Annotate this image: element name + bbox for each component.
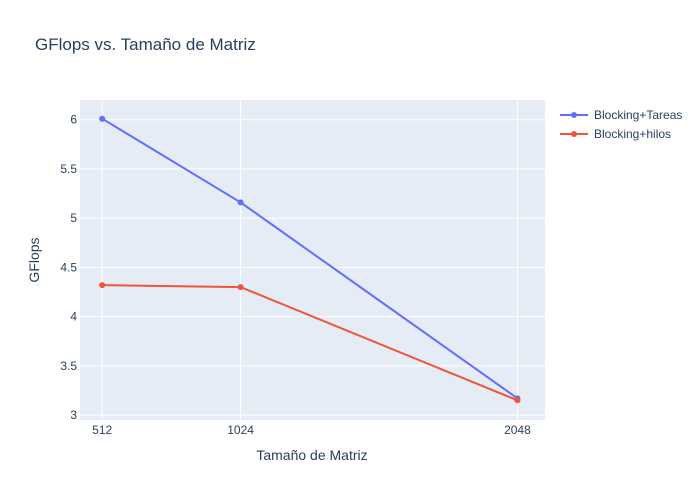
x-axis-title: Tamaño de Matriz [256,447,367,463]
data-point[interactable] [237,199,244,206]
y-tick-label: 5.5 [60,162,77,176]
x-tick-label: 512 [92,423,112,437]
x-tick-label: 2048 [504,423,531,437]
y-tick-label: 6 [70,113,77,127]
y-tick-label: 4 [70,310,77,324]
series-layer [99,115,521,404]
y-tick-label: 4.5 [60,260,77,274]
legend-marker [571,131,577,137]
x-tick-label: 1024 [227,423,254,437]
legend-label: Blocking+Tareas [594,108,682,122]
legend-item-2[interactable]: Blocking+hilos [560,127,671,141]
y-tick-label: 5 [70,211,77,225]
legend-item-1[interactable]: Blocking+Tareas [560,108,682,122]
y-tick-label: 3 [70,408,77,422]
axis-ticks: 3 3.5 4 4.5 5 5.5 6 512 1024 2048 [60,113,531,437]
data-point[interactable] [99,282,106,289]
data-point[interactable] [99,115,106,122]
legend-label: Blocking+hilos [594,127,671,141]
y-tick-label: 3.5 [60,359,77,373]
plot-area [80,100,545,420]
y-axis-title: GFlops [26,237,42,282]
chart-title: GFlops vs. Tamaño de Matriz [35,35,256,54]
data-point[interactable] [237,284,244,291]
legend-marker [571,112,577,118]
legend[interactable]: Blocking+Tareas Blocking+hilos [560,108,682,141]
data-point[interactable] [514,397,521,404]
